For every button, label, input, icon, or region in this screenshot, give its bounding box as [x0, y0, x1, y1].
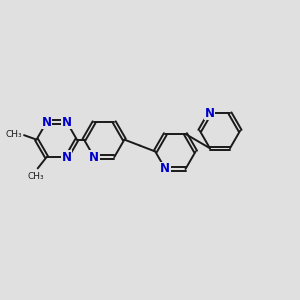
Text: N: N: [42, 116, 52, 129]
Text: N: N: [160, 163, 170, 176]
Text: N: N: [62, 151, 72, 164]
Text: N: N: [205, 107, 215, 120]
Text: N: N: [89, 151, 99, 164]
Text: CH₃: CH₃: [28, 172, 44, 181]
Text: CH₃: CH₃: [5, 130, 22, 139]
Text: N: N: [62, 116, 72, 129]
